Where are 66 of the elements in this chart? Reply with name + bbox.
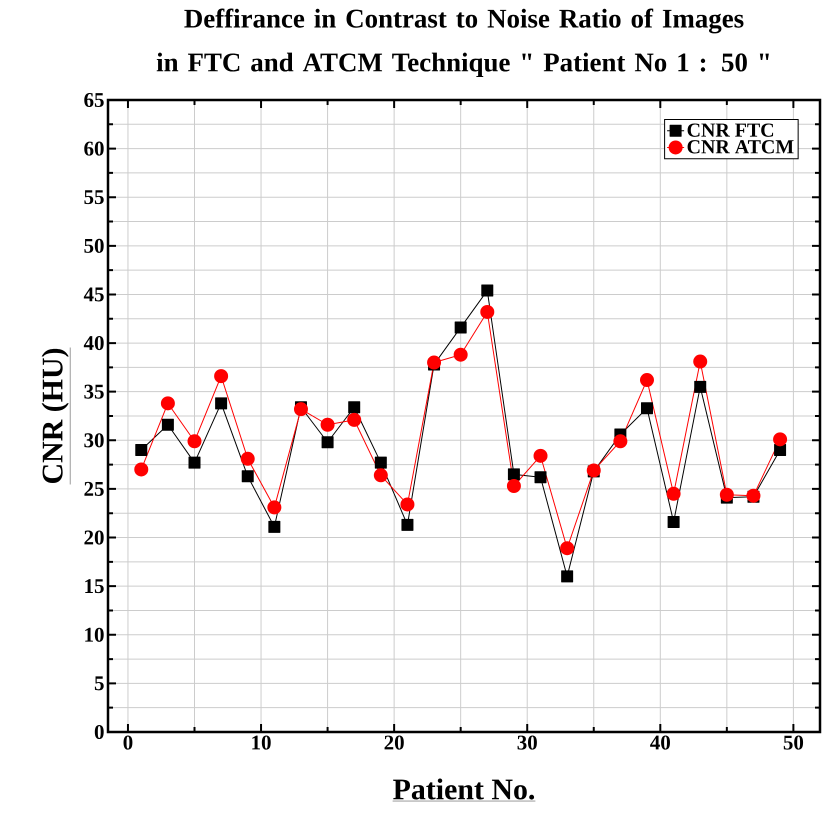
point [666, 486, 681, 501]
point [294, 402, 308, 416]
point [162, 418, 174, 431]
point [427, 356, 442, 370]
y-tick-label: 50 [84, 238, 104, 253]
x-tick-label: 50 [784, 736, 804, 750]
y-tick-label: 30 [84, 433, 104, 448]
point [322, 436, 334, 448]
point [374, 456, 387, 469]
point [481, 284, 494, 297]
point [348, 401, 360, 414]
point [560, 541, 574, 556]
x-tick-label: 30 [518, 736, 537, 750]
point [242, 470, 254, 482]
y-axis-title: CNR (HU) [42, 348, 69, 484]
point [693, 354, 708, 369]
y-tick-label: 20 [84, 530, 104, 545]
chart-title: Deffirance in Contrast to Noise Ratio of Images in FTC and ATCM Technique " Patient No 1 : 50 " [156, 8, 769, 78]
point [640, 373, 654, 388]
point [668, 516, 680, 528]
y-tick-label: 65 [84, 92, 104, 108]
point [135, 444, 148, 456]
point [268, 520, 280, 533]
point [694, 380, 706, 393]
y-tick-label: 15 [85, 579, 104, 594]
point [374, 468, 388, 482]
point [188, 456, 201, 469]
x-tick-label: 40 [650, 736, 670, 750]
point [454, 322, 467, 334]
legend-label: CNR FTC [688, 123, 774, 137]
y-tick-label: 25 [84, 482, 104, 496]
point [534, 471, 547, 484]
y-tick-label: 0 [94, 724, 104, 740]
x-tick-label: 10 [252, 736, 271, 750]
point [347, 412, 362, 427]
point [508, 468, 520, 480]
point [320, 418, 335, 432]
point [454, 348, 468, 362]
point [773, 432, 788, 446]
legend-label: CNR ATCM [688, 140, 794, 154]
x-axis-title: Patient No. [393, 778, 534, 800]
point [401, 518, 414, 531]
point [240, 452, 255, 466]
point [214, 369, 228, 384]
point [720, 488, 734, 502]
point [534, 448, 548, 463]
point [215, 397, 228, 410]
y-tick-label: 55 [84, 190, 104, 204]
point [400, 497, 414, 512]
y-tick-label: 10 [85, 628, 104, 642]
point [561, 570, 574, 582]
point [188, 434, 202, 448]
point [640, 402, 653, 414]
x-tick-label: 20 [384, 736, 404, 750]
point [267, 500, 282, 514]
x-tick-label: 0 [124, 736, 132, 750]
y-tick-label: 60 [84, 142, 104, 156]
y-tick-label: 35 [84, 384, 104, 399]
point [134, 462, 148, 476]
point [480, 304, 494, 319]
y-tick-label: 45 [84, 287, 104, 302]
point [160, 396, 175, 410]
y-tick-label: 40 [84, 336, 104, 350]
point [506, 478, 521, 493]
point [613, 434, 628, 448]
y-tick-label: 5 [94, 676, 104, 690]
